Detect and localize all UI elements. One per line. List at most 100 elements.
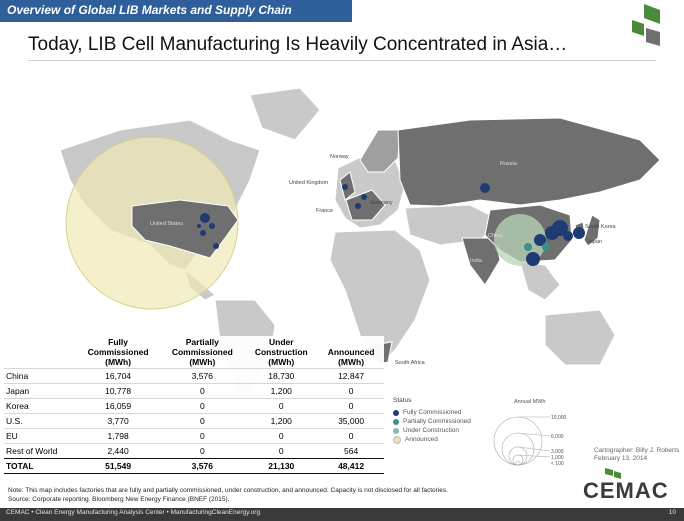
factory-marker — [200, 213, 210, 223]
legend-item: Fully Commissioned — [393, 408, 471, 417]
svg-text:10,000: 10,000 — [551, 415, 567, 421]
svg-text:1,000: 1,000 — [551, 455, 564, 461]
country-label-japan: Japan — [587, 239, 602, 245]
corner-logo-icon — [632, 4, 660, 46]
cemac-logo-icon — [605, 468, 621, 479]
factory-marker — [563, 231, 573, 241]
cell: 564 — [318, 443, 384, 459]
table-row: Rest of World 2,440 0 0 564 — [4, 443, 384, 459]
cell: 16,059 — [76, 398, 161, 414]
legend-item: Partially Commissioned — [393, 417, 471, 426]
greenland-land — [249, 87, 321, 141]
row-label: EU — [4, 428, 76, 444]
cell: 16,704 — [76, 368, 161, 384]
section-title: Overview of Global LIB Markets and Suppl… — [7, 3, 292, 17]
row-label: China — [4, 368, 76, 384]
factory-marker — [524, 243, 532, 251]
header-corner — [4, 336, 76, 369]
cell: 0 — [160, 428, 245, 444]
cell: 48,412 — [318, 458, 384, 474]
japan-land — [583, 214, 601, 247]
country-label-united-states: United States — [150, 221, 183, 227]
scandinavia-land — [359, 129, 401, 173]
russia-land — [397, 117, 661, 207]
country-label-china: China — [488, 233, 503, 239]
page-title: Today, LIB Cell Manufacturing Is Heavily… — [28, 34, 568, 55]
section-banner: Overview of Global LIB Markets and Suppl… — [0, 0, 352, 22]
country-label-uk: United Kingdom — [289, 180, 329, 186]
factory-marker — [542, 243, 550, 251]
cell: 0 — [318, 428, 384, 444]
country-label-germany: Germany — [370, 200, 393, 206]
country-label-russia: Russia — [500, 161, 518, 167]
table-header-row: Fully Commissioned (MWh) Partially Commi… — [4, 336, 384, 369]
united-states-land — [131, 199, 239, 259]
cell: 2,440 — [76, 443, 161, 459]
title-divider — [28, 60, 656, 61]
factory-marker — [526, 252, 540, 266]
factory-marker — [355, 203, 361, 209]
cell: 0 — [160, 398, 245, 414]
country-label-india: India — [470, 258, 483, 264]
factory-marker — [342, 184, 348, 190]
factory-marker — [197, 224, 201, 228]
capacity-table: Fully Commissioned (MWh) Partially Commi… — [4, 336, 384, 474]
page-number: 10 — [668, 509, 676, 516]
row-label: Korea — [4, 398, 76, 414]
factory-marker — [200, 230, 206, 236]
cell: 0 — [318, 398, 384, 414]
table-row: EU 1,798 0 0 0 — [4, 428, 384, 444]
australia-land — [544, 309, 616, 366]
cell: 35,000 — [318, 413, 384, 429]
cell: 1,200 — [244, 383, 319, 399]
table-row: U.S. 3,770 0 1,200 35,000 — [4, 413, 384, 429]
cell: 0 — [244, 428, 319, 444]
factory-marker — [213, 243, 219, 249]
footer-text: CEMAC • Clean Energy Manufacturing Analy… — [6, 509, 261, 516]
row-label: TOTAL — [4, 458, 76, 474]
footer-bar: CEMAC • Clean Energy Manufacturing Analy… — [0, 508, 684, 521]
cell: 0 — [244, 443, 319, 459]
row-label: Rest of World — [4, 443, 76, 459]
legend-item: Announced — [393, 435, 471, 444]
annual-mwh-legend: Annual MWh 10,000 6,000 3,000 1,000 < 10… — [493, 399, 567, 467]
cell: 0 — [160, 443, 245, 459]
col-header-under-construction: Under Construction (MWh) — [254, 337, 308, 367]
table-total-row: TOTAL 51,549 3,576 21,130 48,412 — [4, 458, 384, 474]
row-label: Japan — [4, 383, 76, 399]
cell: 21,130 — [244, 458, 319, 474]
cell: 3,770 — [76, 413, 161, 429]
country-label-south-africa: South Africa — [395, 360, 426, 366]
factory-markers — [197, 183, 585, 266]
southeast-asia-land — [519, 261, 561, 301]
cell: 1,798 — [76, 428, 161, 444]
cell: 0 — [244, 398, 319, 414]
country-label-france: France — [316, 208, 333, 214]
cell: 10,778 — [76, 383, 161, 399]
legend-item: Under Construction — [393, 426, 471, 435]
cell: 12,847 — [318, 368, 384, 384]
cell: 3,576 — [160, 368, 245, 384]
country-label-norway: Norway — [330, 154, 349, 160]
footnote: Note: This map includes factories that a… — [8, 487, 448, 503]
status-legend: Status Fully Commissioned Partially Comm… — [393, 397, 471, 444]
cartographer-credit: Cartographer: Billy J. Roberts February … — [594, 447, 680, 462]
col-header-fully-commissioned: Fully Commissioned (MWh) — [87, 337, 149, 367]
svg-text:6,000: 6,000 — [551, 434, 564, 440]
factory-marker — [534, 234, 546, 246]
factory-marker — [480, 183, 490, 193]
cemac-logo: CEMAC — [583, 466, 673, 506]
table-row: Korea 16,059 0 0 0 — [4, 398, 384, 414]
world-map: Norway United Kingdom France Germany Rus… — [59, 87, 661, 396]
cell: 18,730 — [244, 368, 319, 384]
country-label-south-korea: South Korea — [585, 224, 617, 230]
svg-text:3,000: 3,000 — [551, 449, 564, 455]
france-germany-land — [345, 189, 386, 221]
col-header-partially-commissioned: Partially Commissioned (MWh) — [171, 337, 233, 367]
cell: 0 — [160, 413, 245, 429]
table-row: Japan 10,778 0 1,200 0 — [4, 383, 384, 399]
cell: 51,549 — [76, 458, 161, 474]
factory-marker — [552, 220, 568, 236]
cell: 3,576 — [160, 458, 245, 474]
table-row: China 16,704 3,576 18,730 12,847 — [4, 368, 384, 384]
